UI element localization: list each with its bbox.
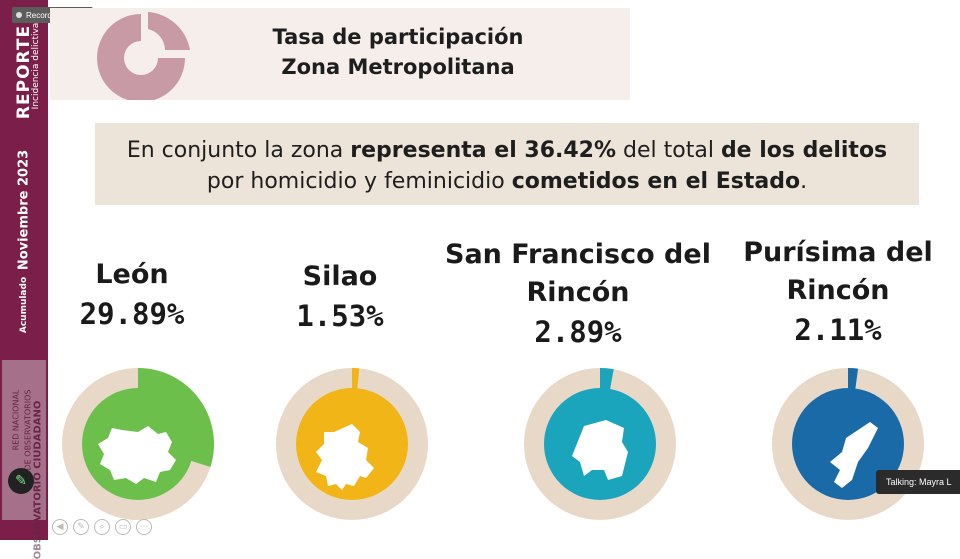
city-name-line2: Rincón xyxy=(526,277,630,308)
city-percent: 2.89% xyxy=(534,315,622,349)
summary-text-2: del total xyxy=(616,138,721,163)
san-francisco-map-icon xyxy=(572,420,628,480)
recording-label: Recording... xyxy=(26,10,70,20)
more-options-icon[interactable]: ⋯ xyxy=(136,519,152,535)
donut-purisima xyxy=(772,368,924,520)
city-percent: 1.53% xyxy=(296,299,384,333)
pen-icon[interactable]: ✎ xyxy=(73,519,89,535)
zoom-icon[interactable]: ⌕ xyxy=(94,519,110,535)
prev-slide-icon[interactable]: ◀ xyxy=(52,519,68,535)
header-donut-icon xyxy=(97,12,190,100)
city-name-line1: Purísima del xyxy=(743,237,933,268)
talking-indicator: Talking: Mayra L xyxy=(876,470,960,494)
logo-line3: OBSERVATORIO CIUDADANO xyxy=(32,400,44,559)
city-percent: 2.11% xyxy=(794,313,882,347)
city-name: León xyxy=(95,259,169,290)
subtitles-icon[interactable]: ▭ xyxy=(115,519,131,535)
city-san-francisco: San Francisco del Rincón 2.89% xyxy=(438,236,718,352)
donut-san-francisco xyxy=(524,368,676,520)
city-percent: 29.89% xyxy=(79,297,185,331)
donut-leon xyxy=(62,368,214,520)
slide-header: Tasa de participación Zona Metropolitana xyxy=(50,8,630,100)
observatorio-logo: RED NACIONAL DE OBSERVATORIOS OBSERVATOR… xyxy=(2,360,46,559)
slide-title: Tasa de participación Zona Metropolitana xyxy=(208,22,588,82)
summary-bold-2: de los delitos xyxy=(720,138,888,163)
purisima-map-icon xyxy=(830,422,878,488)
sidebar-band: REPORTE Incidencia delictiva Noviembre 2… xyxy=(0,0,48,559)
summary-text-1: En conjunto la zona xyxy=(126,138,351,163)
donut-silao xyxy=(276,368,428,520)
logo-line2: DE OBSERVATORIOS xyxy=(23,389,33,471)
summary-text-4: . xyxy=(800,169,808,194)
city-purisima: Purísima del Rincón 2.11% xyxy=(728,234,948,350)
city-leon: León 29.89% xyxy=(62,256,202,334)
city-name-line1: San Francisco del xyxy=(445,239,711,270)
summary-bold-3: cometidos en el Estado xyxy=(511,169,801,194)
pen-tool-button[interactable]: ✎ xyxy=(8,468,34,494)
recording-dot-icon xyxy=(16,12,22,18)
summary-bold-1: representa el 36.42% xyxy=(350,138,617,163)
title-line2: Zona Metropolitana xyxy=(281,55,515,79)
summary-text-3: por homicidio y feminicidio xyxy=(206,169,512,194)
city-name-line2: Rincón xyxy=(786,275,890,306)
slide-toolbar: ◀ ✎ ⌕ ▭ ⋯ xyxy=(52,519,152,535)
city-name: Silao xyxy=(302,261,378,292)
sidebar-subtitle: Incidencia delictiva xyxy=(31,22,41,110)
city-silao: Silao 1.53% xyxy=(270,258,410,336)
leon-map-icon xyxy=(98,426,176,484)
summary-box: En conjunto la zona representa el 36.42%… xyxy=(95,123,919,205)
logo-line1: RED NACIONAL xyxy=(11,389,21,451)
sidebar-period: Noviembre 2023 xyxy=(16,149,32,271)
sidebar-accumulated: Acumulado xyxy=(19,276,29,334)
title-line1: Tasa de participación xyxy=(272,25,524,49)
silao-map-icon xyxy=(316,424,374,490)
